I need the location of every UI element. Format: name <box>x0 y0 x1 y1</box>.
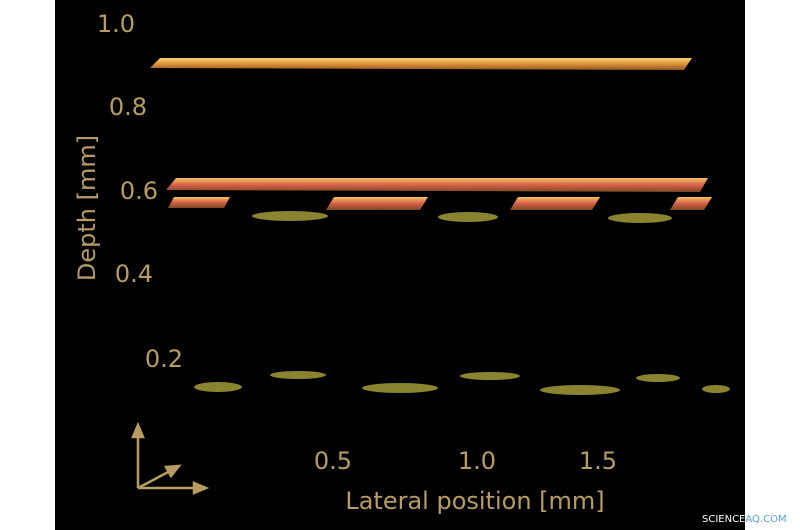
speckle-clusters <box>194 211 730 395</box>
x-tick-label: 1.5 <box>579 447 617 475</box>
watermark: SCIENCEAQ.COM <box>702 514 787 525</box>
middle-segments <box>168 197 712 210</box>
x-axis-label: Lateral position [mm] <box>345 487 604 515</box>
watermark-part: AQ.COM <box>745 514 786 525</box>
y-tick-label: 1.0 <box>97 10 135 38</box>
x-tick-label: 0.5 <box>314 447 352 475</box>
y-tick-label: 0.2 <box>145 345 183 373</box>
y-ticks: 1.0 0.8 0.6 0.4 0.2 <box>97 10 183 373</box>
y-tick-label: 0.8 <box>109 93 147 121</box>
y-axis-label: Depth [mm] <box>73 135 101 281</box>
watermark-part: SCIENCE <box>702 514 745 525</box>
y-tick-label: 0.4 <box>115 260 153 288</box>
x-tick-label: 1.0 <box>458 447 496 475</box>
axis-triad <box>131 421 210 495</box>
top-layer <box>150 58 692 70</box>
y-tick-label: 0.6 <box>120 177 158 205</box>
image-panel <box>55 0 745 530</box>
middle-layer <box>166 178 708 192</box>
